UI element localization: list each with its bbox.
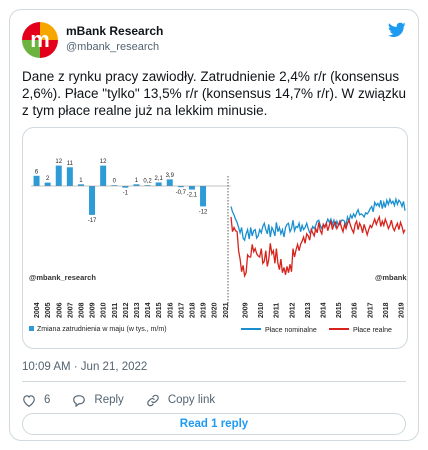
bar-value-label: 2,1: [154, 176, 163, 182]
bar-x-tick: 2018: [189, 302, 196, 318]
bar-x-tick: 2009: [90, 302, 97, 318]
line-x-tick: 2016: [352, 302, 359, 318]
bar-value-label: 1: [135, 178, 139, 184]
tweet-media-chart[interactable]: 6 2 12 11 1 -17 12 0 -1 1 0,2 2,1 3,9 -0,7 -2,1 -12 200…: [22, 127, 408, 349]
bar-x-tick: 2011: [112, 303, 119, 318]
bar-x-tick: 2020: [212, 302, 219, 318]
bar-value-label: 12: [55, 159, 62, 165]
bar-x-tick-labels: 2004 2005 2006 2007 2008 2009 2010 2011 2012 2013…: [34, 302, 230, 318]
heart-icon: [23, 394, 35, 407]
tweet-card: m mBank Research @mbank_research Dane z …: [9, 9, 419, 441]
watermark-right: @mbank_r: [375, 273, 407, 282]
line-x-tick: 2014: [321, 302, 328, 318]
bar-value-label: 0: [113, 179, 117, 185]
link-icon: [147, 394, 159, 406]
line-x-tick: 2019: [399, 302, 406, 318]
bar-x-tick: 2013: [134, 302, 141, 318]
watermark-left: @mbank_research: [29, 273, 96, 282]
bar-value-label: 6: [35, 169, 39, 175]
bar-value-label: -0,7: [176, 190, 187, 196]
bar-x-tick: 2005: [45, 302, 52, 318]
like-button[interactable]: 6: [22, 394, 50, 407]
bar-2004: [33, 175, 40, 186]
bar-x-tick: 2006: [56, 302, 63, 318]
reply-label: Reply: [94, 394, 124, 406]
line-x-tick: 2011: [274, 303, 281, 318]
bar-value-label: 1: [79, 178, 83, 184]
bar-x-tick: 2017: [178, 302, 185, 318]
bar-value-label: -12: [199, 209, 208, 215]
bar-value-label: 12: [100, 159, 107, 165]
line-x-tick-labels: 2009 2010 2011 2012 2013 2014 2015 2016 2017 2018…: [243, 302, 406, 318]
account-name[interactable]: mBank Research: [66, 24, 164, 38]
bar-2016: [166, 179, 173, 186]
series-Płace realne: [230, 214, 406, 279]
bar-x-tick: 2012: [123, 302, 130, 318]
bar-x-tick: 2021: [223, 302, 230, 318]
bar-value-label: -2,1: [187, 193, 198, 199]
bar-2013: [133, 184, 140, 186]
bar-2006: [55, 165, 62, 186]
bar-2017: [177, 186, 184, 188]
bar-value-label: 11: [67, 161, 74, 167]
read-replies-button[interactable]: Read 1 reply: [22, 413, 406, 435]
legend-nominal-label: Płace nominalne: [265, 327, 317, 334]
bar-2011: [111, 185, 118, 186]
bar-x-tick: 2007: [67, 302, 74, 318]
bar-value-label: -17: [88, 218, 97, 224]
copy-link-button[interactable]: Copy link: [146, 394, 215, 407]
bar-x-tick: 2010: [101, 302, 108, 318]
bar-2009: [89, 186, 96, 215]
series-Płace nominalne: [230, 196, 406, 242]
tweet-text: Dane z rynku pracy zawiodły. Zatrudnieni…: [22, 69, 406, 118]
bar-2007: [66, 167, 73, 186]
bar-x-tick: 2016: [167, 302, 174, 318]
bar-value-label: 2: [46, 176, 50, 182]
line-x-tick: 2010: [258, 302, 265, 318]
reply-button[interactable]: Reply: [72, 394, 124, 407]
line-x-tick: 2017: [367, 302, 374, 318]
reply-icon: [73, 394, 86, 407]
like-count: 6: [44, 394, 51, 406]
legend-real-label: Płace realne: [353, 327, 392, 334]
svg-text:m: m: [30, 27, 50, 52]
bar-2010: [100, 165, 107, 186]
bar-x-tick: 2004: [34, 302, 41, 318]
wages-line-chart: [230, 196, 406, 279]
line-x-tick: 2012: [289, 302, 296, 318]
bar-x-tick: 2019: [201, 302, 208, 318]
legend-bar-swatch: [29, 326, 34, 331]
bar-2008: [77, 184, 84, 186]
copy-link-label: Copy link: [167, 394, 216, 406]
line-x-tick: 2018: [383, 302, 390, 318]
bar-x-tick: 2015: [156, 302, 163, 318]
bar-value-label: -1: [123, 191, 129, 197]
line-x-tick: 2009: [243, 302, 250, 318]
bar-value-label: 0,2: [143, 179, 152, 185]
action-bar: 6 Reply Copy link: [22, 390, 237, 410]
divider: [22, 381, 406, 382]
bar-2018: [188, 186, 195, 190]
bar-value-label: 3,9: [166, 173, 175, 179]
bar-2005: [44, 182, 51, 186]
avatar[interactable]: m: [22, 22, 58, 58]
line-x-tick: 2013: [305, 302, 312, 318]
account-handle[interactable]: @mbank_research: [66, 41, 160, 53]
twitter-bird-icon[interactable]: [388, 22, 406, 38]
bar-2014: [144, 185, 151, 186]
bar-x-tick: 2008: [78, 302, 85, 318]
tweet-timestamp[interactable]: 10:09 AM · Jun 21, 2022: [22, 361, 148, 373]
bar-x-tick: 2014: [145, 302, 152, 318]
line-x-tick: 2015: [336, 302, 343, 318]
legend-bar-label: Zmiana zatrudnienia w maju (w tys., m/m): [37, 326, 167, 333]
bar-2012: [122, 186, 129, 188]
bar-2019: [200, 186, 207, 207]
bar-2015: [155, 182, 162, 186]
